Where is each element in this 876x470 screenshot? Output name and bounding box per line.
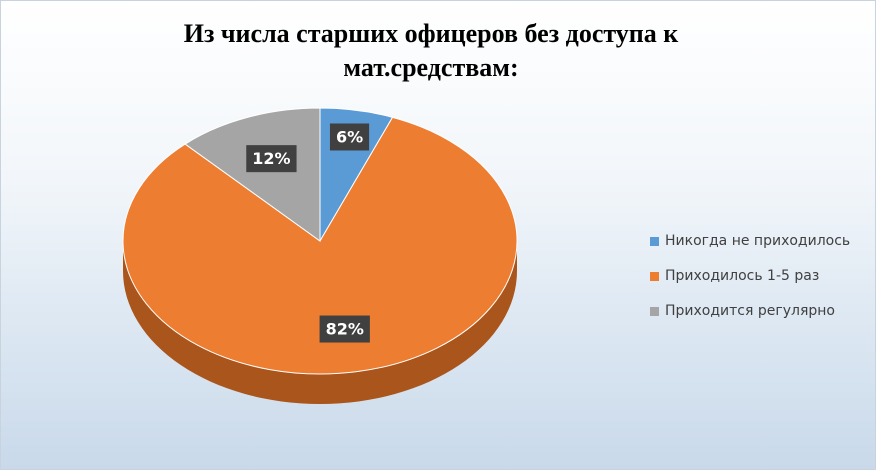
pie-depth-group (123, 241, 517, 404)
legend-label-3: Приходится регулярно (665, 303, 835, 319)
slice-2-depth (123, 241, 517, 404)
slice-1-data-label: 6% (329, 123, 370, 151)
chart-title-line-1: Из числа старших офицеров без доступа к (183, 19, 679, 48)
slice-1-data-label-text: 6% (336, 127, 363, 146)
pie-slices-group (122, 107, 518, 375)
chart-legend: Никогда не приходилось Приходилось 1-5 ра… (650, 232, 850, 337)
legend-item-1: Никогда не приходилось (650, 232, 850, 250)
slice-3-data-label: 12% (246, 145, 297, 173)
legend-swatch-1 (650, 236, 659, 246)
slice-3-data-label-text: 12% (252, 149, 290, 168)
chart-title: Из числа старших офицеров без доступа к … (151, 17, 711, 85)
legend-label-1: Никогда не приходилось (665, 233, 851, 249)
slice-2-data-label: 82% (319, 315, 370, 343)
slice-3 (184, 107, 321, 242)
legend-item-2: Приходилось 1-5 раз (650, 267, 850, 285)
slice-3-data-label-box (246, 145, 297, 173)
slice-1-data-label-box (329, 123, 370, 151)
slice-2-data-label-box (319, 315, 370, 343)
slice-2 (122, 116, 518, 375)
legend-label-2: Приходилось 1-5 раз (665, 268, 820, 284)
legend-item-3: Приходится регулярно (650, 302, 850, 320)
chart-title-line-2: мат.средствам: (343, 53, 519, 82)
legend-swatch-3 (650, 306, 659, 316)
slice-2-data-label-text: 82% (326, 320, 364, 339)
data-labels-group: 6% 82% 12% (246, 123, 370, 343)
legend-swatch-2 (650, 271, 659, 281)
